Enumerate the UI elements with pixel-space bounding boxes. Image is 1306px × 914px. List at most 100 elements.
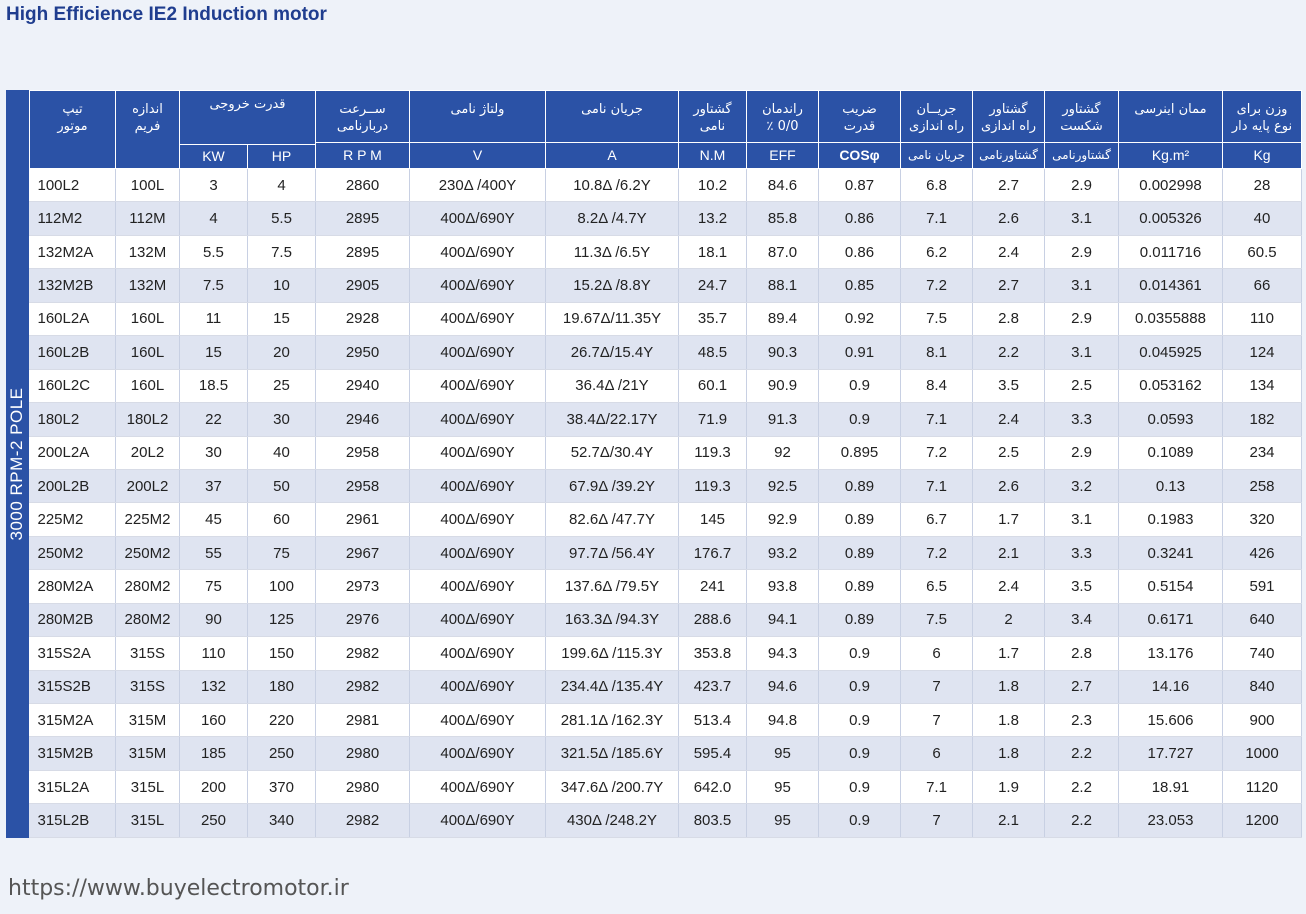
table-cell: 400Δ/690Y xyxy=(409,803,546,838)
table-cell: 71.9 xyxy=(678,402,747,437)
table-cell: 7.1 xyxy=(900,469,973,504)
table-cell: 6.8 xyxy=(900,168,973,203)
table-cell: 0.9 xyxy=(818,636,901,671)
table-cell: 2.4 xyxy=(972,235,1045,270)
table-cell: 3.5 xyxy=(972,369,1045,404)
table-cell: 353.8 xyxy=(678,636,747,671)
table-cell: 124 xyxy=(1222,335,1302,370)
table-cell: 400Δ/690Y xyxy=(409,436,546,470)
table-cell: 97.7Δ /56.4Y xyxy=(545,536,679,571)
table-cell: 100L2 xyxy=(29,168,116,203)
table-cell: 740 xyxy=(1222,636,1302,671)
header-inertia: ممان اینرسی Kg.m² xyxy=(1118,90,1223,169)
table-cell: 87.0 xyxy=(746,235,819,270)
header-torque: گشتاور نامی N.M xyxy=(678,90,747,169)
table-cell: 234 xyxy=(1222,436,1302,470)
table-cell: 132M xyxy=(115,235,180,270)
table-cell: 3.1 xyxy=(1044,268,1119,303)
table-cell: 200L2B xyxy=(29,469,116,504)
table-cell: 0.0355888 xyxy=(1118,302,1223,337)
table-cell: 315L xyxy=(115,770,180,805)
table-row: 315L2A 315L 200 370 2980 400Δ/690Y 347.6Δ /200… xyxy=(29,770,1302,805)
table-cell: 95 xyxy=(746,770,819,805)
table-cell: 100 xyxy=(247,569,317,604)
table-cell: 315M xyxy=(115,703,180,738)
header-current: جریان نامی A xyxy=(545,90,679,169)
table-cell: 2982 xyxy=(315,670,410,705)
table-cell: 400Δ/690Y xyxy=(409,469,546,504)
table-cell: 7.2 xyxy=(900,536,973,571)
table-cell: 320 xyxy=(1222,502,1302,537)
table-cell: 180L2 xyxy=(29,402,116,437)
table-cell: 640 xyxy=(1222,603,1302,638)
table-cell: 900 xyxy=(1222,703,1302,738)
table-cell: 160L2B xyxy=(29,335,116,370)
table-cell: 2.9 xyxy=(1044,168,1119,203)
table-cell: 67.9Δ /39.2Y xyxy=(545,469,679,504)
table-cell: 17.727 xyxy=(1118,736,1223,771)
table-cell: 11 xyxy=(179,302,248,337)
table-cell: 2.9 xyxy=(1044,235,1119,270)
table-cell: 288.6 xyxy=(678,603,747,638)
table-cell: 35.7 xyxy=(678,302,747,337)
table-cell: 119.3 xyxy=(678,469,747,504)
table-cell: 340 xyxy=(247,803,317,838)
table-cell: 0.045925 xyxy=(1118,335,1223,370)
table-cell: 250 xyxy=(179,803,248,838)
table-cell: 14.16 xyxy=(1118,670,1223,705)
table-cell: 2.2 xyxy=(972,335,1045,370)
table-cell: 280M2 xyxy=(115,569,180,604)
table-cell: 66 xyxy=(1222,268,1302,303)
table-cell: 25 xyxy=(247,369,317,404)
header-voltage: ولتاژ نامی V xyxy=(409,90,546,169)
table-cell: 1000 xyxy=(1222,736,1302,771)
table-cell: 2.3 xyxy=(1044,703,1119,738)
table-cell: 2.7 xyxy=(972,268,1045,303)
table-row: 180L2 180L2 22 30 2946 400Δ/690Y 38.4Δ/22.17Y 7… xyxy=(29,402,1302,437)
table-cell: 10.2 xyxy=(678,168,747,203)
table-cell: 400Δ/690Y xyxy=(409,603,546,638)
table-cell: 26.7Δ/15.4Y xyxy=(545,335,679,370)
table-row: 315L2B 315L 250 340 2982 400Δ/690Y 430Δ /248.2… xyxy=(29,803,1302,838)
table-row: 315S2A 315S 110 150 2982 400Δ/690Y 199.6Δ /115… xyxy=(29,636,1302,671)
table-cell: 2967 xyxy=(315,536,410,571)
table-cell: 160L xyxy=(115,302,180,337)
table-cell: 2.7 xyxy=(972,168,1045,203)
table-cell: 0.053162 xyxy=(1118,369,1223,404)
table-cell: 19.67Δ/11.35Y xyxy=(545,302,679,337)
table-cell: 7.1 xyxy=(900,201,973,236)
table-cell: 94.3 xyxy=(746,636,819,671)
table-cell: 36.4Δ /21Y xyxy=(545,369,679,404)
table-cell: 1.8 xyxy=(972,736,1045,771)
table-cell: 0.13 xyxy=(1118,469,1223,504)
table-cell: 595.4 xyxy=(678,736,747,771)
table-row: 200L2B 200L2 37 50 2958 400Δ/690Y 67.9Δ /39.2Y… xyxy=(29,469,1302,504)
table-cell: 52.7Δ/30.4Y xyxy=(545,436,679,470)
header-hp: HP xyxy=(246,144,317,169)
table-cell: 13.176 xyxy=(1118,636,1223,671)
table-cell: 7.1 xyxy=(900,770,973,805)
table-cell: 0.9 xyxy=(818,736,901,771)
table-cell: 8.4 xyxy=(900,369,973,404)
table-cell: 1.7 xyxy=(972,636,1045,671)
table-row: 132M2B 132M 7.5 10 2905 400Δ/690Y 15.2Δ /8.8Y 2… xyxy=(29,268,1302,303)
table-cell: 38.4Δ/22.17Y xyxy=(545,402,679,437)
table-cell: 94.8 xyxy=(746,703,819,738)
table-cell: 2.7 xyxy=(1044,670,1119,705)
motor-spec-table: تیپ موتور اندازه فریم قدرت خروجی ســرعت … xyxy=(28,90,1302,838)
header-break-torque: گشتاور شکست گشتاورنامی xyxy=(1044,90,1119,169)
table-cell: 2946 xyxy=(315,402,410,437)
table-cell: 15.606 xyxy=(1118,703,1223,738)
table-cell: 2.4 xyxy=(972,402,1045,437)
table-cell: 2.1 xyxy=(972,803,1045,838)
header-frame: اندازه فریم xyxy=(114,90,180,169)
table-cell: 90.9 xyxy=(746,369,819,404)
table-cell: 0.5154 xyxy=(1118,569,1223,604)
table-cell: 92.5 xyxy=(746,469,819,504)
table-cell: 112M2 xyxy=(29,201,116,236)
table-cell: 182 xyxy=(1222,402,1302,437)
table-cell: 15 xyxy=(247,302,317,337)
table-cell: 230Δ /400Y xyxy=(409,168,546,203)
table-cell: 2 xyxy=(972,603,1045,638)
table-cell: 82.6Δ /47.7Y xyxy=(545,502,679,537)
